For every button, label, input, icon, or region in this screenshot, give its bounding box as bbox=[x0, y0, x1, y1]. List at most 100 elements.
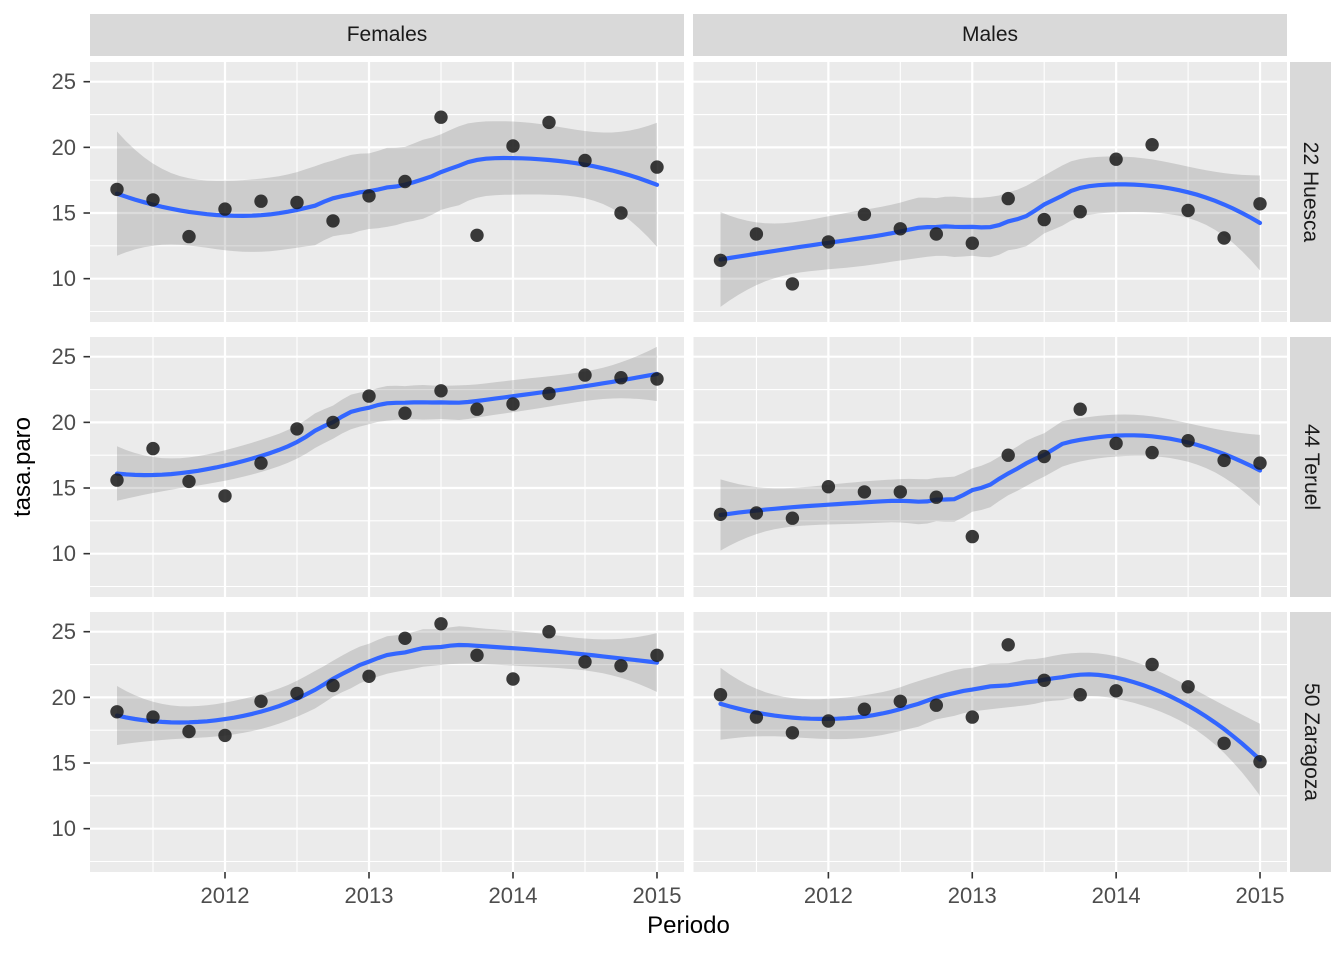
data-point bbox=[1181, 680, 1195, 694]
data-point bbox=[398, 406, 412, 420]
data-point bbox=[506, 672, 520, 686]
y-tick-label: 10 bbox=[52, 816, 76, 841]
data-point bbox=[650, 648, 664, 662]
data-point bbox=[1109, 436, 1123, 451]
y-tick-label: 10 bbox=[52, 541, 76, 566]
data-point bbox=[1109, 684, 1123, 698]
data-point bbox=[821, 714, 836, 728]
x-tick-label: 2012 bbox=[201, 883, 250, 908]
smooth-line bbox=[718, 182, 1263, 262]
x-tick-label: 2013 bbox=[345, 883, 394, 908]
data-point bbox=[218, 728, 232, 743]
data-point bbox=[1145, 138, 1159, 152]
facet-col-label: Males bbox=[961, 23, 1019, 46]
data-point bbox=[1001, 448, 1015, 462]
data-point bbox=[821, 235, 836, 249]
data-point bbox=[1001, 191, 1015, 206]
data-point bbox=[182, 229, 196, 244]
y-tick-label: 25 bbox=[52, 69, 76, 94]
data-point bbox=[1073, 688, 1087, 702]
data-point bbox=[749, 710, 764, 724]
data-point bbox=[1181, 203, 1195, 218]
data-point bbox=[326, 415, 340, 430]
facet-col-strip-females: Females bbox=[90, 14, 684, 56]
data-point bbox=[542, 625, 556, 639]
smooth-layer bbox=[713, 402, 1267, 551]
data-point bbox=[290, 422, 304, 436]
data-point bbox=[614, 659, 628, 673]
data-point bbox=[1073, 205, 1087, 219]
data-point bbox=[785, 511, 800, 525]
smooth-layer bbox=[713, 638, 1267, 796]
y-axis-title-box: tasa.paro bbox=[0, 62, 46, 872]
facet-row-strip-huesca: 22 Huesca bbox=[1290, 62, 1331, 322]
facet-row-label: 44 Teruel bbox=[1299, 423, 1323, 511]
x-axis-title: Periodo bbox=[647, 912, 730, 939]
data-point bbox=[1217, 736, 1231, 750]
data-point bbox=[506, 139, 520, 153]
data-point bbox=[614, 206, 628, 220]
data-point bbox=[398, 174, 412, 189]
data-point bbox=[218, 489, 232, 503]
data-point bbox=[1253, 755, 1267, 769]
data-point bbox=[1037, 449, 1051, 464]
ci-ribbon bbox=[117, 346, 657, 501]
data-point bbox=[929, 698, 943, 712]
data-point bbox=[254, 456, 268, 470]
data-point bbox=[398, 631, 412, 645]
smooth-layer bbox=[110, 110, 664, 256]
data-point bbox=[542, 386, 556, 401]
y-tick-label: 20 bbox=[52, 410, 76, 435]
data-point bbox=[506, 397, 520, 411]
smooth-line bbox=[114, 642, 660, 725]
data-point bbox=[965, 529, 979, 544]
data-point bbox=[326, 678, 340, 693]
data-point bbox=[893, 694, 907, 708]
data-point bbox=[362, 389, 376, 403]
data-point bbox=[1145, 657, 1159, 672]
data-point bbox=[1037, 212, 1051, 227]
data-point bbox=[434, 617, 448, 631]
data-point bbox=[470, 648, 484, 662]
facet-row-label: 22 Huesca bbox=[1299, 141, 1323, 243]
smooth-line bbox=[718, 433, 1263, 518]
y-tick-label: 15 bbox=[52, 751, 76, 776]
data-point bbox=[1073, 402, 1087, 416]
data-point bbox=[290, 686, 304, 701]
data-point bbox=[1253, 456, 1267, 470]
smooth-layer bbox=[713, 138, 1267, 307]
data-point bbox=[110, 705, 124, 719]
data-point bbox=[434, 110, 448, 124]
data-point bbox=[470, 228, 484, 242]
data-point bbox=[182, 474, 196, 489]
data-point bbox=[182, 724, 196, 739]
facet-panel bbox=[693, 612, 1287, 872]
facet-col-label: Females bbox=[346, 23, 428, 46]
x-tick-label: 2015 bbox=[1236, 883, 1285, 908]
data-point bbox=[749, 506, 764, 520]
facet-col-strip-males: Males bbox=[693, 14, 1287, 56]
data-point bbox=[1037, 673, 1051, 687]
data-point bbox=[965, 236, 979, 250]
smooth-layer bbox=[110, 617, 664, 745]
data-point bbox=[713, 688, 728, 702]
data-point bbox=[434, 384, 448, 398]
data-point bbox=[362, 189, 376, 203]
smooth-line bbox=[718, 672, 1263, 762]
data-point bbox=[218, 202, 232, 216]
data-point bbox=[326, 214, 340, 228]
x-tick-label: 2012 bbox=[804, 883, 853, 908]
data-point bbox=[578, 368, 592, 382]
facet-panel bbox=[693, 62, 1287, 322]
y-axis-title: tasa.paro bbox=[9, 416, 37, 518]
data-point bbox=[893, 222, 907, 236]
data-point bbox=[713, 253, 728, 267]
data-point bbox=[785, 726, 800, 740]
data-point bbox=[821, 480, 836, 494]
data-point bbox=[110, 473, 124, 487]
data-point bbox=[578, 153, 592, 168]
facet-row-strip-zaragoza: 50 Zaragoza bbox=[1290, 612, 1331, 872]
x-tick-label: 2015 bbox=[633, 883, 682, 908]
data-point bbox=[785, 277, 800, 291]
